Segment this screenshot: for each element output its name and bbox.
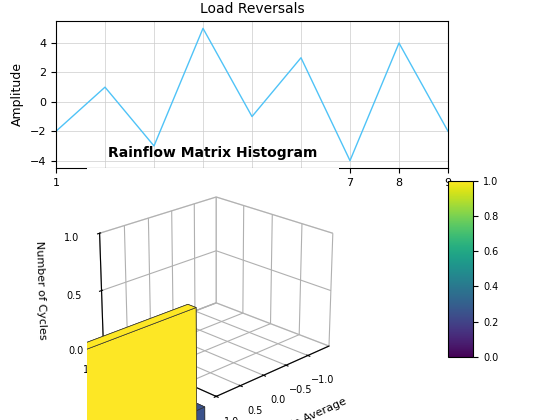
Title: Load Reversals: Load Reversals [200, 2, 304, 16]
X-axis label: Cycle Average: Cycle Average [271, 396, 348, 420]
Y-axis label: Cycle Range: Cycle Range [89, 399, 157, 420]
Title: Rainflow Matrix Histogram: Rainflow Matrix Histogram [108, 146, 318, 160]
Y-axis label: Amplitude: Amplitude [11, 63, 24, 126]
X-axis label: Samples: Samples [225, 193, 279, 206]
